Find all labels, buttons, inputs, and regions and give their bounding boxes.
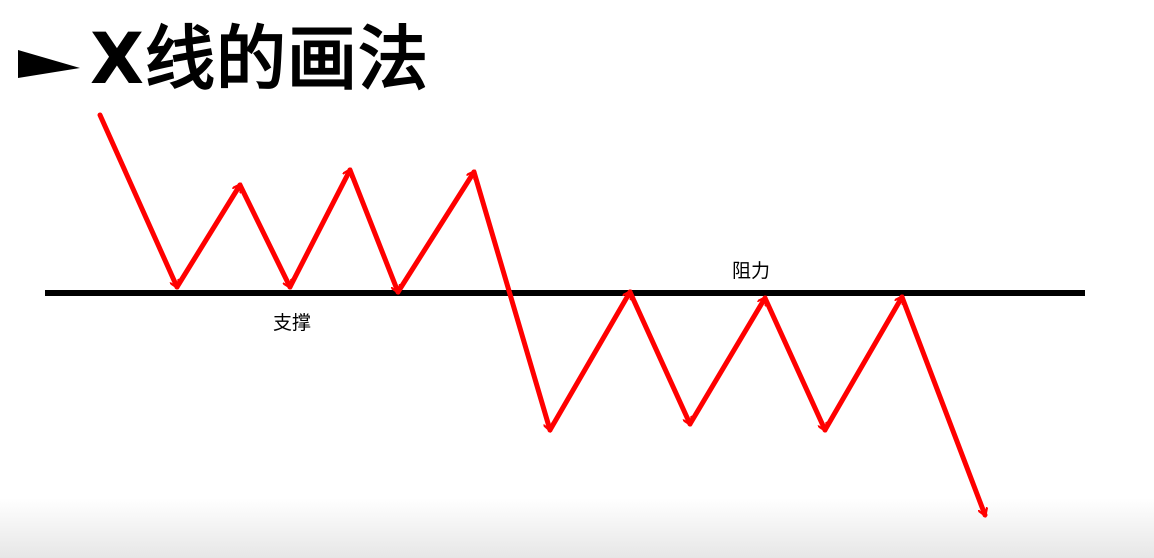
arrow-segment-13 — [899, 294, 985, 515]
arrow-segment-8 — [547, 292, 633, 433]
arrow-segment-12 — [822, 297, 905, 433]
support-label: 支撑 — [273, 312, 312, 334]
page-title: X线的画法 — [90, 18, 429, 100]
arrow-segment-5 — [347, 167, 398, 292]
arrow-segment-4 — [287, 170, 353, 290]
arrow-segment-1 — [97, 112, 177, 287]
title-row: X线的画法 — [18, 14, 429, 104]
arrow-segment-11 — [762, 295, 825, 430]
price-path-arrows — [97, 112, 985, 515]
arrow-segment-3 — [237, 182, 290, 287]
arrow-segment-10 — [687, 298, 768, 427]
resistance-label: 阻力 — [732, 260, 771, 282]
bottom-fade — [0, 498, 1154, 558]
arrow-segment-6 — [395, 172, 477, 295]
arrow-segment-2 — [174, 185, 243, 290]
arrow-segment-9 — [627, 289, 690, 424]
right-pointer-icon — [18, 50, 80, 78]
arrow-segment-7 — [471, 169, 550, 430]
